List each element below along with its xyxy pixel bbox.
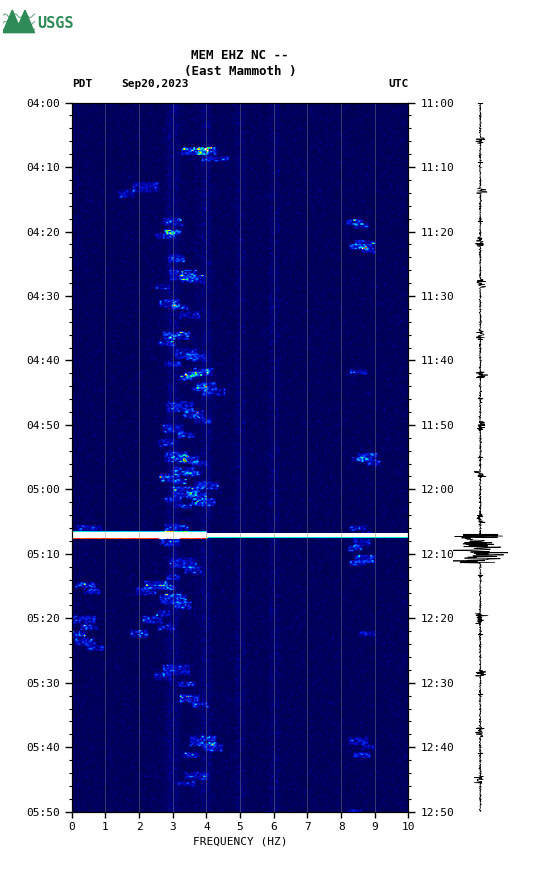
- Text: USGS: USGS: [38, 16, 74, 31]
- X-axis label: FREQUENCY (HZ): FREQUENCY (HZ): [193, 837, 288, 847]
- Text: (East Mammoth ): (East Mammoth ): [184, 64, 296, 78]
- Text: MEM EHZ NC --: MEM EHZ NC --: [192, 49, 289, 62]
- Text: UTC: UTC: [388, 79, 408, 89]
- Polygon shape: [3, 10, 35, 33]
- Text: PDT: PDT: [72, 79, 92, 89]
- Text: Sep20,2023: Sep20,2023: [121, 79, 189, 89]
